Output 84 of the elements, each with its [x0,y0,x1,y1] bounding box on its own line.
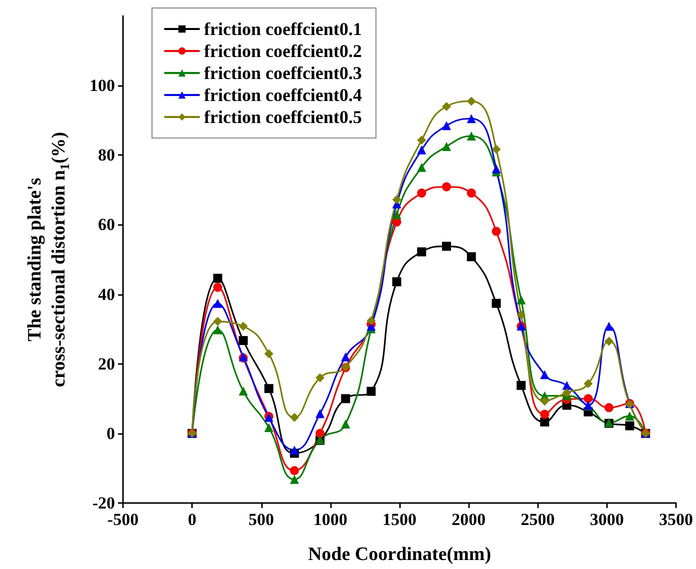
point [516,380,526,390]
point [213,325,222,334]
x-tick-label: 3500 [659,510,693,529]
y-tick-label: 80 [98,146,115,165]
point [238,322,248,331]
point [492,164,501,174]
point [316,373,325,382]
point [417,136,426,145]
x-tick-label: -500 [107,510,139,529]
legend-label: friction coeffcient0.2 [204,41,362,61]
point [492,144,501,154]
point [466,188,476,198]
y-tick-label: -20 [92,494,115,512]
point [264,384,274,394]
point [316,428,325,438]
point [316,409,325,418]
point [264,349,274,358]
point [290,412,299,422]
point [540,417,550,426]
x-tick-label: 500 [248,510,274,529]
point [442,242,452,251]
legend-label: friction coeffcient0.4 [204,85,362,105]
point [466,252,476,262]
point [516,295,526,304]
point [625,412,634,421]
x-tick-label: 1000 [313,510,348,529]
point [492,298,501,308]
point [392,195,402,204]
legend-label: friction coeffcient0.5 [204,107,362,127]
point [238,386,248,396]
point [625,421,634,430]
x-tick-label: 2500 [520,510,555,529]
point [213,298,222,308]
point [366,386,376,396]
point [516,310,526,320]
y-tick-label: 40 [98,284,115,304]
point [417,188,426,198]
point [213,282,222,292]
y-axis-title: The standing plate's cross-sectional distortion n1(%) [24,132,72,388]
point [392,210,402,220]
point [466,132,476,141]
point [540,396,550,406]
point [562,380,572,390]
point [442,182,452,192]
point [290,446,299,455]
x-tick-label: 0 [188,510,196,529]
point [290,466,299,476]
point [584,394,593,404]
y-tick-label: 100 [90,76,115,96]
point [604,403,614,412]
point [341,394,350,404]
point [341,352,350,362]
point [604,322,614,331]
x-tick-label: 3000 [590,510,624,529]
point [540,410,550,419]
y-tick-label: 0 [106,424,115,443]
point [392,277,402,286]
point [466,114,476,124]
point [442,102,452,111]
point [466,96,476,106]
point [238,336,248,346]
point [290,474,299,484]
point [442,121,452,130]
point [584,379,593,388]
point [417,162,426,172]
point [417,247,426,256]
legend-label: friction coeffcient0.1 [204,19,362,39]
point [562,388,572,398]
point [341,420,350,429]
legend-label: friction coeffcient0.3 [204,63,362,83]
point [604,336,614,346]
y-tick-label: 60 [98,215,115,234]
point [492,226,501,236]
point [213,316,222,326]
point [213,274,222,283]
x-axis-title: Node Coordinate(mm) [308,544,492,565]
point [366,316,376,326]
y-tick-label: 20 [98,354,115,374]
x-tick-label: 1500 [382,510,416,529]
point [540,370,550,380]
x-tick-label: 2000 [452,510,486,529]
point [417,145,426,154]
point [264,423,274,432]
point [442,142,452,151]
